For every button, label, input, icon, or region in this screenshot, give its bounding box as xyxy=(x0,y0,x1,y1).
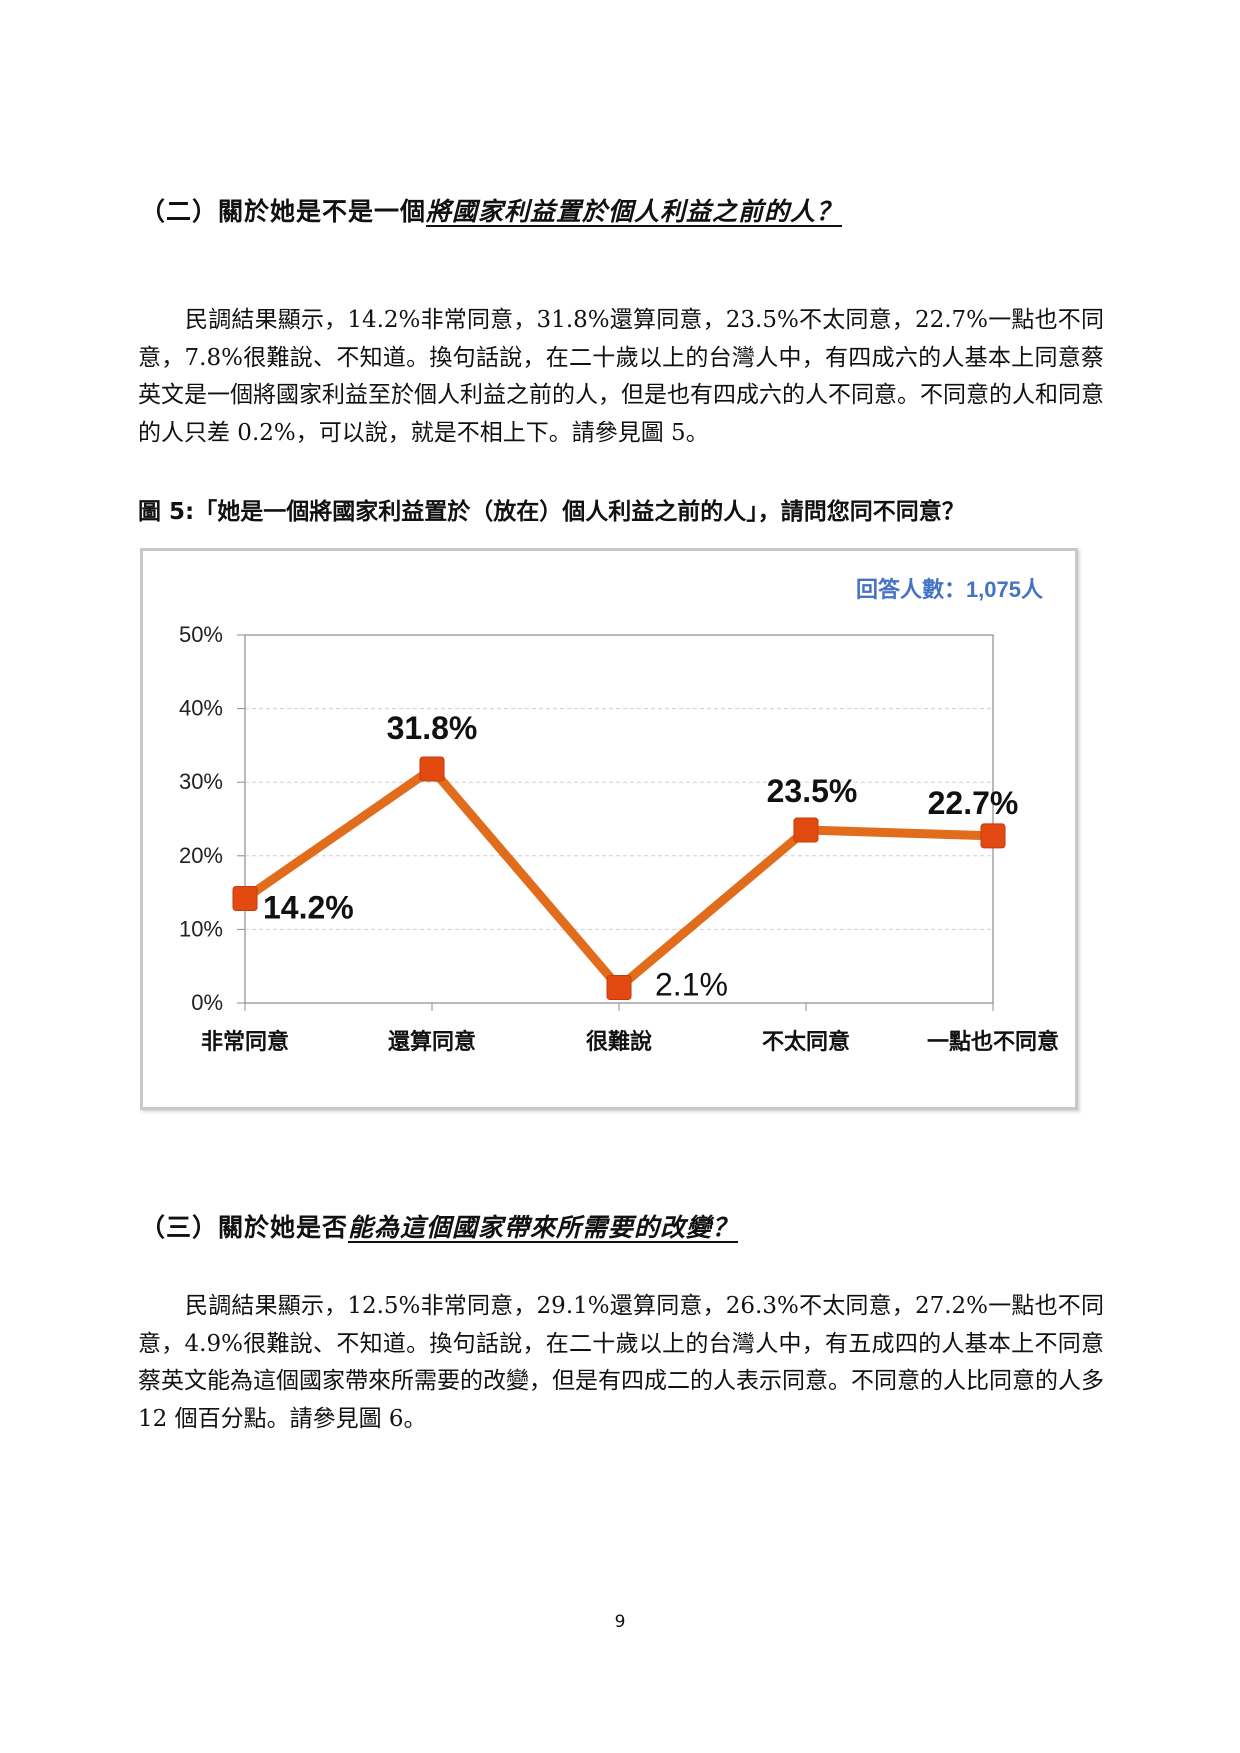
section-3-heading: （三）關於她是否能為這個國家帶來所需要的改變？ xyxy=(140,1208,738,1244)
figure-5-caption: 圖 5:「她是一個將國家利益置於（放在）個人利益之前的人」，請問您同不同意？ xyxy=(138,499,965,525)
y-tick-label: 20% xyxy=(179,843,223,868)
y-tick-label: 30% xyxy=(179,769,223,794)
x-tick-label: 非常同意 xyxy=(201,1029,289,1054)
section-2-heading-emphasis: 將國家利益置於個人利益之前的人？ xyxy=(426,197,843,226)
section-3-paragraph: 民調結果顯示，12.5%非常同意，29.1%還算同意，26.3%不太同意，27.… xyxy=(138,1293,1104,1432)
data-label: 22.7% xyxy=(928,785,1019,821)
data-label: 31.8% xyxy=(387,710,478,746)
data-point xyxy=(606,975,632,1001)
x-tick-label: 不太同意 xyxy=(762,1029,850,1054)
x-tick-label: 很難說 xyxy=(586,1029,652,1054)
y-tick-label: 10% xyxy=(179,916,223,941)
section-2-heading-prefix: （二）關於她是不是一個 xyxy=(140,197,427,226)
data-point xyxy=(793,817,819,843)
data-label: 2.1% xyxy=(655,967,728,1003)
data-label: 23.5% xyxy=(767,773,858,809)
y-tick-label: 40% xyxy=(179,696,223,721)
section-2-paragraph: 民調結果顯示，14.2%非常同意，31.8%還算同意，23.5%不太同意，22.… xyxy=(138,307,1104,446)
page-number: 9 xyxy=(614,1612,626,1632)
section-3-heading-prefix: （三）關於她是否 xyxy=(140,1213,349,1242)
x-tick-label: 一點也不同意 xyxy=(927,1029,1059,1054)
data-point xyxy=(232,885,258,911)
data-label: 14.2% xyxy=(263,889,354,925)
x-tick-label: 還算同意 xyxy=(388,1029,476,1054)
plot-area xyxy=(244,634,994,1004)
section-2-heading: （二）關於她是不是一個將國家利益置於個人利益之前的人？ xyxy=(140,192,842,228)
section-3-heading-emphasis: 能為這個國家帶來所需要的改變？ xyxy=(348,1213,739,1242)
data-point xyxy=(419,756,445,782)
y-tick-label: 0% xyxy=(191,990,223,1015)
chart-canvas: 0% 10% 20% 30% 40% 50% 非常同意 還算同意 很難說 不太同意 一點也不同意 14… xyxy=(179,577,1059,1054)
figure-5-chart: 0% 10% 20% 30% 40% 50% 非常同意 還算同意 很難說 不太同意 一點也不同意 14… xyxy=(140,548,1078,1110)
data-point xyxy=(980,823,1006,849)
y-tick-label: 50% xyxy=(179,622,223,647)
respondent-count-label: 回答人數：1,075人 xyxy=(856,577,1043,602)
